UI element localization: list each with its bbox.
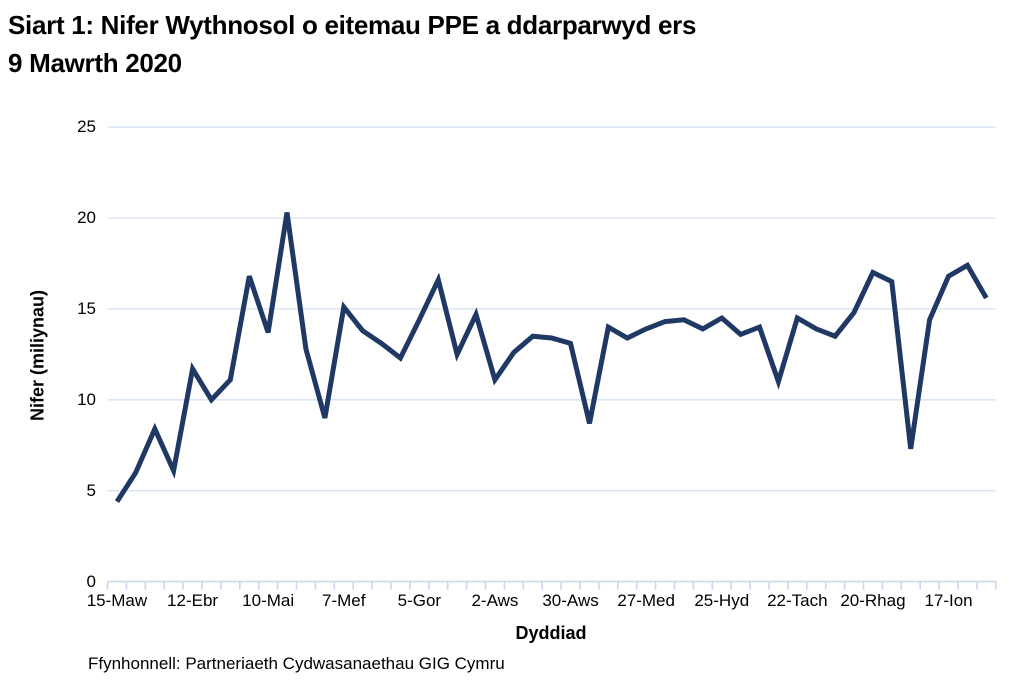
x-tick-label-12-Ebr: 12-Ebr xyxy=(167,591,219,610)
x-tick-label-15-Maw: 15-Maw xyxy=(86,591,148,610)
y-tick-label-25: 25 xyxy=(77,117,96,137)
gridlines xyxy=(107,126,996,492)
x-axis-title: Dyddiad xyxy=(515,623,587,643)
x-tick-label-25-Hyd: 25-Hyd xyxy=(694,591,750,610)
x-tick-label-30-Aws: 30-Aws xyxy=(542,591,599,610)
source-note: Ffynhonnell: Partneriaeth Cydwasanaethau… xyxy=(88,654,505,673)
y-tick-label-5: 5 xyxy=(86,480,96,500)
x-tick-label-5-Gor: 5-Gor xyxy=(397,591,442,610)
chart-title: Siart 1: Nifer Wythnosol o eitemau PPE a… xyxy=(8,6,988,82)
chart-title-line1: Siart 1: Nifer Wythnosol o eitemau PPE a… xyxy=(8,10,697,40)
x-tick-label-27-Med: 27-Med xyxy=(617,591,675,610)
y-tick-label-10: 10 xyxy=(77,389,96,409)
x-tick-label-7-Mef: 7-Mef xyxy=(322,591,366,610)
ppe-line-series xyxy=(114,212,989,503)
x-tick-label-2-Aws: 2-Aws xyxy=(471,591,519,610)
x-tick-label-17-Ion: 17-Ion xyxy=(924,591,973,610)
y-tick-label-20: 20 xyxy=(77,208,96,227)
x-tick-label-10-Mai: 10-Mai xyxy=(242,591,295,610)
x-axis-ticks xyxy=(106,581,997,590)
y-tick-label-0: 0 xyxy=(86,571,96,591)
x-tick-label-20-Rhag: 20-Rhag xyxy=(840,591,906,610)
chart-title-line2: 9 Mawrth 2020 xyxy=(8,48,182,78)
y-tick-label-15: 15 xyxy=(77,298,96,318)
x-tick-label-22-Tach: 22-Tach xyxy=(767,591,828,610)
y-axis-title: Nifer (miliynau) xyxy=(27,289,48,422)
